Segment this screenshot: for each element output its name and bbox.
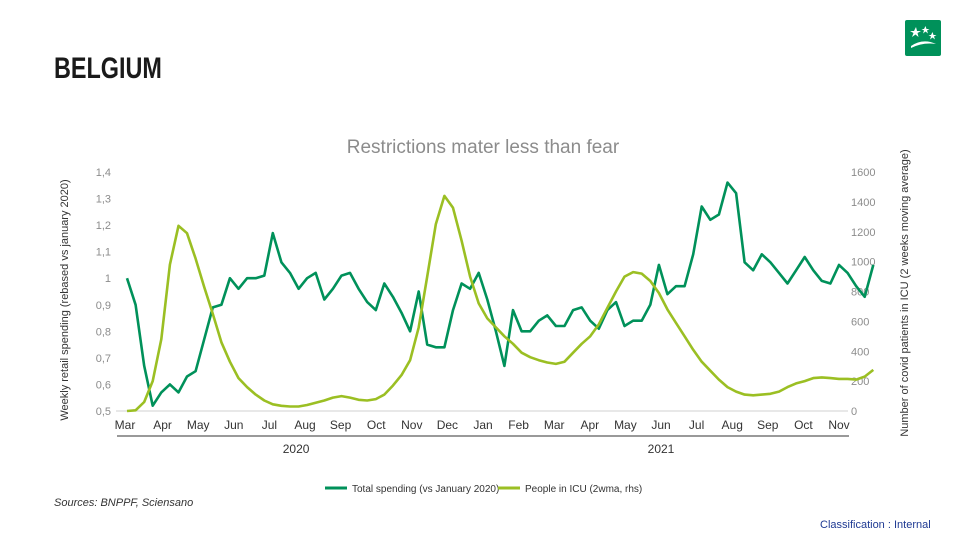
y-tick-right-label: 400: [851, 346, 869, 358]
y-axis-right-label: Number of covid patients in ICU (2 weeks…: [899, 149, 911, 436]
y-tick-right-label: 1000: [851, 257, 875, 269]
y-ticks-left: 0,5 0,6 0,7 0,8 0,9 1 1,1 1,2 1,3 1,4: [96, 167, 111, 418]
x-tick-label: Nov: [401, 418, 422, 432]
y-tick-right-label: 1200: [851, 227, 875, 239]
y-tick-left-label: 0,5: [96, 406, 111, 418]
legend-label: People in ICU (2wma, rhs): [525, 484, 642, 495]
series-lines: [125, 181, 875, 413]
x-tick-label: Oct: [794, 418, 813, 432]
x-tick-label: Jun: [224, 418, 243, 432]
y-tick-left-label: 1,2: [96, 220, 111, 232]
x-tick-label: Dec: [437, 418, 458, 432]
x-tick-label: Apr: [580, 418, 599, 432]
year-label: 2020: [283, 442, 310, 456]
x-tick-label: Nov: [828, 418, 849, 432]
x-tick-label: Sep: [330, 418, 352, 432]
y-tick-left-label: 0,9: [96, 300, 111, 312]
x-tick-label: Mar: [115, 418, 136, 432]
year-label: 2021: [648, 442, 675, 456]
x-tick-label: Aug: [294, 418, 315, 432]
y-tick-left-label: 0,6: [96, 379, 111, 391]
series-line-total-spending: [125, 181, 875, 407]
bank-logo: [905, 20, 941, 56]
x-tick-label: Mar: [544, 418, 565, 432]
x-tick-label: Sep: [757, 418, 779, 432]
x-tick-label: Jun: [651, 418, 670, 432]
x-tick-label: Jul: [262, 418, 277, 432]
page-title: BELGIUM: [54, 52, 162, 85]
x-tick-label: Jan: [473, 418, 492, 432]
classification-label: Classification : Internal: [820, 519, 931, 531]
sources-note: Sources: BNPPF, Sciensano: [54, 497, 194, 509]
y-tick-right-label: 1600: [851, 167, 875, 179]
y-tick-left-label: 0,8: [96, 326, 111, 338]
x-tick-label: Feb: [508, 418, 529, 432]
y-tick-left-label: 1: [105, 273, 111, 285]
legend-label: Total spending (vs January 2020): [352, 484, 499, 495]
star-logo-icon: [910, 26, 937, 48]
y-tick-left-label: 0,7: [96, 353, 111, 365]
x-tick-label: Jul: [689, 418, 704, 432]
y-tick-right-label: 1400: [851, 197, 875, 209]
x-tick-label: May: [614, 418, 637, 432]
x-tick-label: Aug: [722, 418, 743, 432]
x-ticks: Mar Apr May Jun Jul Aug Sep Oct Nov Dec Jan Feb Mar A…: [115, 418, 850, 432]
y-axis-left-label: Weekly retail spending (rebased vs janua…: [59, 179, 71, 420]
y-tick-left-label: 1,4: [96, 167, 111, 179]
chart-title: Restrictions mater less than fear: [347, 137, 620, 158]
year-labels: 2020 2021: [117, 435, 849, 456]
y-tick-right-label: 0: [851, 406, 857, 418]
y-tick-left-label: 1,1: [96, 247, 111, 259]
legend: Total spending (vs January 2020) People i…: [325, 484, 642, 495]
x-tick-label: Oct: [367, 418, 386, 432]
y-tick-right-label: 600: [851, 316, 869, 328]
series-line-people-in-icu: [126, 194, 875, 413]
x-tick-label: May: [187, 418, 210, 432]
y-tick-left-label: 1,3: [96, 194, 111, 206]
x-tick-label: Apr: [153, 418, 172, 432]
